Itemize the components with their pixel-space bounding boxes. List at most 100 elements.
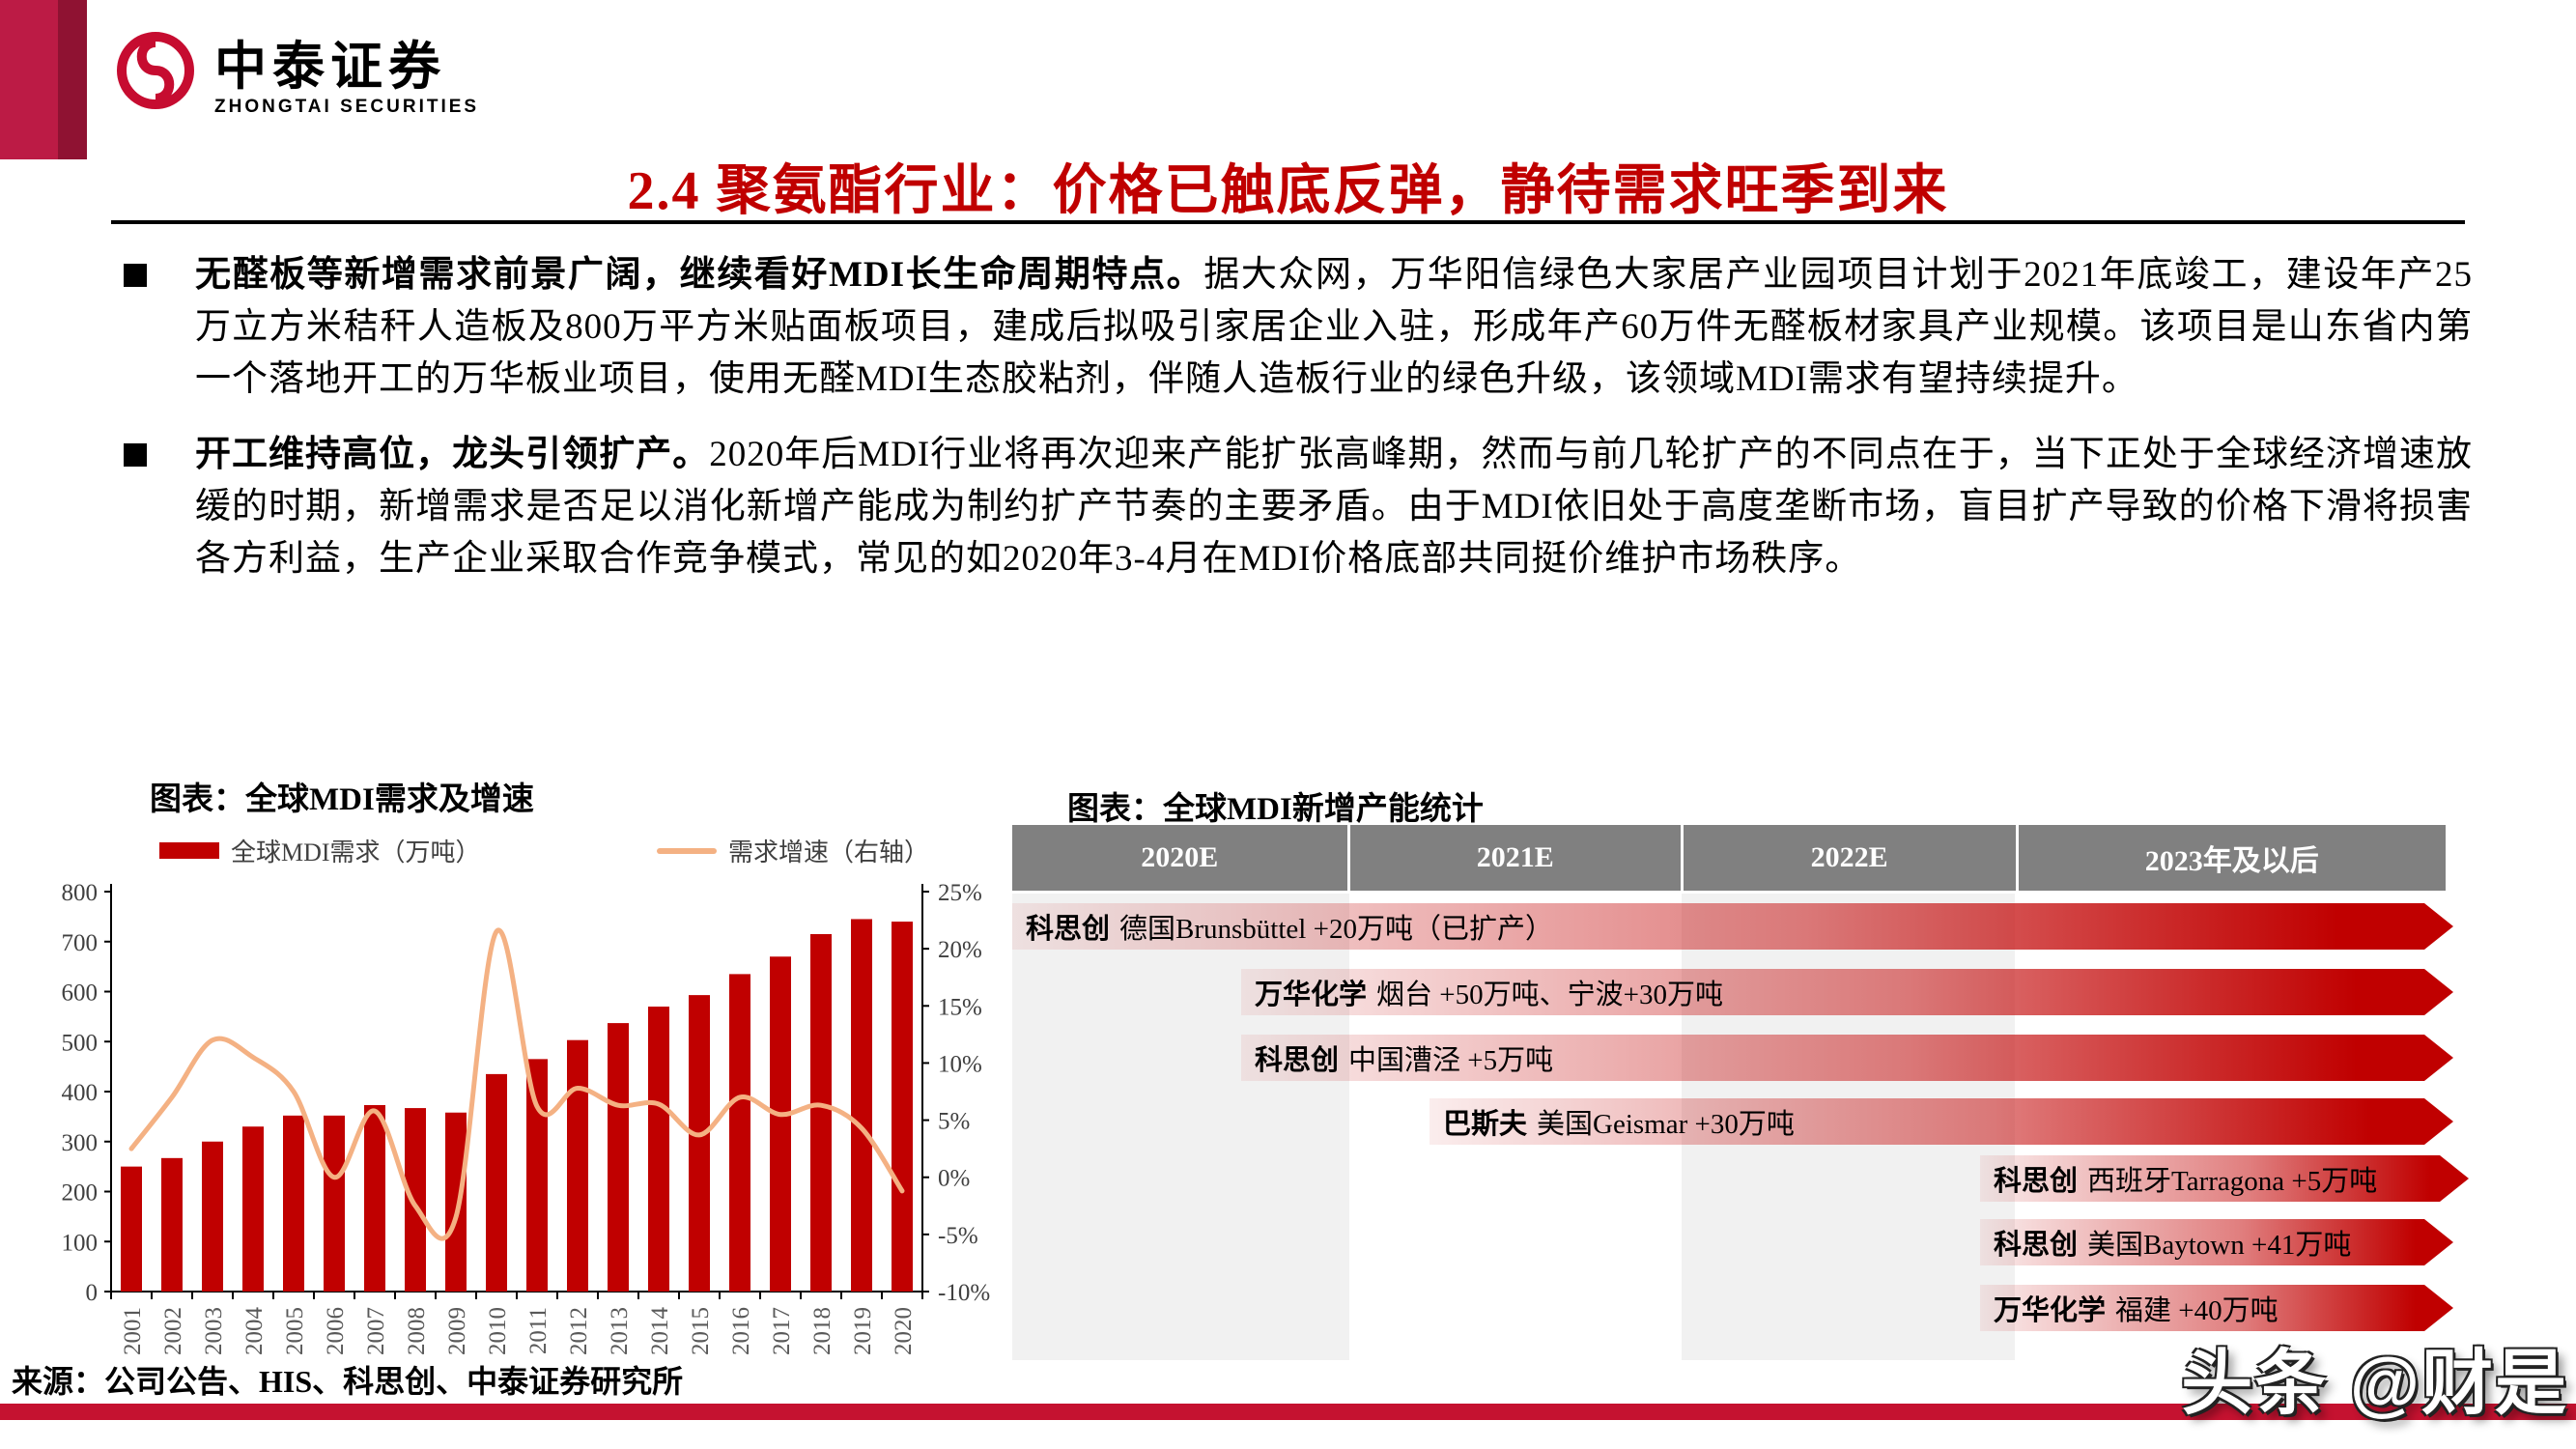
bar-2005 [283,1115,304,1292]
capacity-header-3: 2022E [1683,825,2016,891]
capacity-arrow-row: 科思创 德国Brunsbüttel +20万吨（已扩产） [1012,903,2453,950]
paragraph-1: 无醛板等新增需求前景广阔，继续看好MDI长生命周期特点。据大众网，万华阳信绿色大… [195,249,2473,406]
page-title: 2.4 聚氨酯行业：价格已触底反弹，静待需求旺季到来 [627,161,1949,221]
company-name: 万华化学 [1994,1295,2107,1326]
bar-2014 [648,1007,669,1292]
year-label-2011: 2011 [525,1307,552,1354]
demand-bars [121,919,913,1292]
bar-2015 [689,995,710,1292]
bullet-list: 无醛板等新增需求前景广阔，继续看好MDI长生命周期特点。据大众网，万华阳信绿色大… [124,249,2473,609]
capacity-detail: 烟台 +50万吨、宁波+30万吨 [1376,980,1723,1010]
company-name: 科思创 [1994,1166,2079,1197]
year-label-2007: 2007 [363,1307,389,1355]
year-label-2019: 2019 [850,1307,876,1355]
growth-rate-line [128,927,905,1241]
capacity-chart-title: 图表：全球MDI新增产能统计 [1067,792,1484,827]
bar-2002 [161,1157,183,1292]
bar-2017 [770,956,791,1292]
paragraph-2: 开工维持高位，龙头引领扩产。2020年后MDI行业将再次迎来产能扩张高峰期，然而… [195,429,2473,585]
zhongtai-logo-icon [117,32,194,109]
bar-2010 [486,1073,507,1292]
legend-label: 需求增速（右轴） [728,838,930,867]
year-label-2004: 2004 [241,1307,268,1356]
legend-item: 需求增速（右轴） [657,833,929,868]
line-series-swatch [657,847,717,854]
year-label-2005: 2005 [282,1307,308,1355]
svg-text:300: 300 [62,1130,99,1156]
capacity-detail: 美国Baytown +41万吨 [2087,1230,2352,1261]
bar-2020 [892,922,913,1292]
company-name: 科思创 [1994,1230,2079,1261]
watermark: 头条 @财是 [2181,1343,2568,1423]
capacity-arrow-row: 科思创 西班牙Tarragona +5万吨 [1980,1155,2469,1202]
svg-text:25%: 25% [938,880,982,906]
brand-logo: 中泰证券 ZHONGTAI SECURITIES [114,29,479,118]
svg-text:-10%: -10% [938,1280,990,1306]
capacity-arrow-row: 万华化学 烟台 +50万吨、宁波+30万吨 [1241,969,2453,1015]
footer-bar [0,1404,2576,1420]
capacity-header-1: 2020E [1012,825,1347,891]
svg-text:0: 0 [86,1280,99,1306]
capacity-arrow-row: 万华化学 福建 +40万吨 [1980,1285,2453,1331]
title-divider [111,220,2465,224]
capacity-detail: 西班牙Tarragona +5万吨 [2087,1166,2378,1197]
year-label-2018: 2018 [809,1307,835,1355]
svg-text:5%: 5% [938,1109,970,1135]
year-label-2008: 2008 [404,1307,430,1355]
capacity-header-4: 2023年及以后 [2018,825,2446,891]
list-item: 无醛板等新增需求前景广阔，继续看好MDI长生命周期特点。据大众网，万华阳信绿色大… [124,249,2473,406]
company-name: 万华化学 [1255,980,1368,1010]
corner-accent-dark [58,0,87,159]
capacity-detail: 美国Geismar +30万吨 [1537,1109,1795,1140]
paragraph-1-body: 据大众网，万华阳信绿色大家居产业园项目计划于2021年底竣工，建设年产25万立方… [195,255,2473,399]
year-label-2016: 2016 [728,1307,754,1355]
svg-text:15%: 15% [938,994,982,1020]
svg-text:0%: 0% [938,1166,970,1192]
year-label-2010: 2010 [485,1307,511,1355]
svg-text:800: 800 [62,880,99,906]
bullet-square-icon [124,443,147,467]
bar-2019 [851,919,872,1292]
legend-item: 全球MDI需求（万吨） [159,833,481,868]
bar-2018 [810,933,832,1292]
year-label-2009: 2009 [444,1307,470,1355]
bar-2004 [242,1126,264,1292]
company-name: 科思创 [1026,914,1111,945]
svg-text:10%: 10% [938,1051,982,1077]
svg-text:500: 500 [62,1030,99,1056]
capacity-arrow-row: 科思创 美国Baytown +41万吨 [1980,1219,2453,1265]
demand-chart-title: 图表：全球MDI需求及增速 [150,782,534,817]
svg-text:700: 700 [62,930,99,956]
legend-label: 全球MDI需求（万吨） [231,838,481,867]
year-label-2006: 2006 [323,1307,349,1355]
year-label-2002: 2002 [160,1307,186,1355]
capacity-table-header: 2020E 2021E 2022E 2023年及以后 [1012,825,2446,891]
svg-text:20%: 20% [938,937,982,963]
mdi-demand-growth-chart: 0 100 200 300 400 500 600 700 800 -10% -5% 0% 5% 10% 1… [62,880,991,1356]
paragraph-2-body: 2020年后MDI行业将再次迎来产能扩张高峰期，然而与前几轮扩产的不同点在于，当… [195,435,2473,579]
year-label-2013: 2013 [607,1307,633,1355]
year-label-2020: 2020 [891,1307,917,1355]
bar-2011 [526,1059,548,1292]
bar-2009 [445,1112,467,1292]
corner-accent-light [0,0,58,159]
year-label-2001: 2001 [120,1307,146,1355]
year-label-2015: 2015 [688,1307,714,1355]
paragraph-2-lead: 开工维持高位，龙头引领扩产。 [195,435,710,474]
brand-name-cn: 中泰证券 [214,38,446,96]
bar-2001 [121,1166,142,1292]
capacity-arrow-row: 巴斯夫 美国Geismar +30万吨 [1430,1098,2453,1145]
bullet-square-icon [124,264,147,287]
bar-2006 [324,1115,345,1292]
year-label-2003: 2003 [201,1307,227,1355]
capacity-detail: 福建 +40万吨 [2115,1295,2279,1326]
brand-name-en: ZHONGTAI SECURITIES [214,97,480,117]
year-label-2014: 2014 [647,1307,673,1356]
svg-text:400: 400 [62,1080,99,1106]
capacity-column-stripe-2020 [1012,894,1349,1360]
svg-text:200: 200 [62,1180,99,1207]
capacity-header-2: 2021E [1349,825,1681,891]
year-label-2012: 2012 [566,1307,592,1355]
bar-2012 [567,1039,588,1292]
bar-series-swatch [159,842,219,859]
